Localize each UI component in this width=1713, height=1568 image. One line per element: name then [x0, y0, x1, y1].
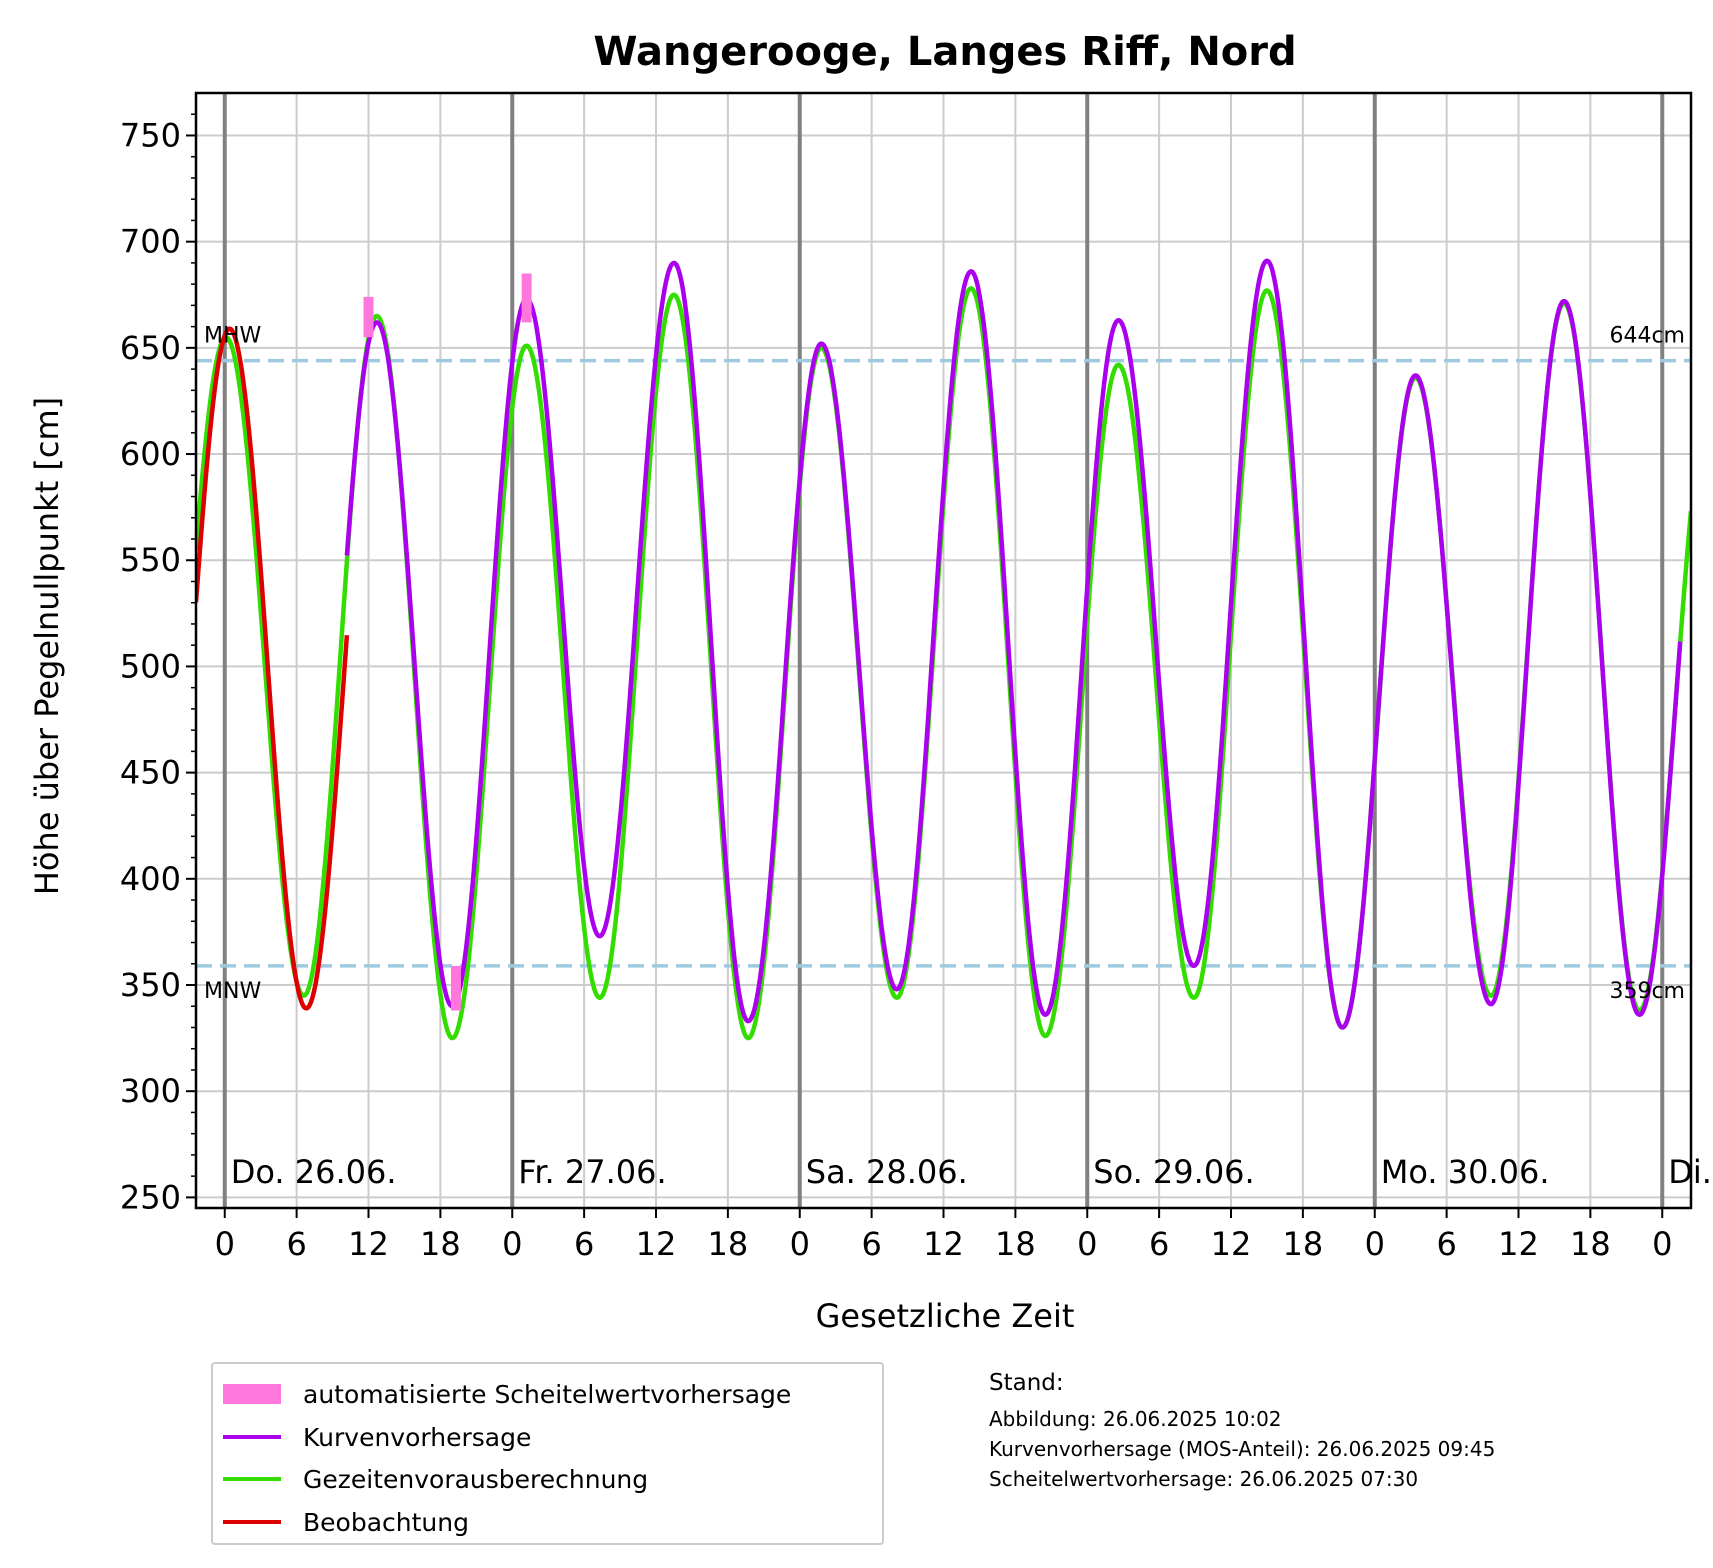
x-tick-label: 12: [348, 1225, 389, 1263]
legend-label-kurve: Kurvenvorhersage: [303, 1422, 532, 1452]
status-heading: Stand:: [989, 1370, 1064, 1396]
legend-item-gezeiten: Gezeitenvorausberechnung: [223, 1459, 648, 1499]
mhw-label: MHW: [204, 324, 262, 349]
x-tick-label: 0: [502, 1225, 522, 1263]
x-tick-label: 12: [1211, 1225, 1252, 1263]
x-tick-label: 12: [636, 1225, 677, 1263]
x-tick-label: 0: [1077, 1225, 1097, 1263]
legend: automatisierte Scheitelwertvorhersage Ku…: [211, 1362, 884, 1545]
status-line-kurvenvorhersage: Kurvenvorhersage (MOS-Anteil): 26.06.202…: [989, 1437, 1496, 1461]
x-tick-label: 6: [1436, 1225, 1456, 1263]
y-tick-label: 450: [120, 754, 181, 792]
legend-label-beobachtung: Beobachtung: [303, 1507, 469, 1537]
y-tick-label: 700: [120, 223, 181, 261]
y-tick-label: 400: [120, 860, 181, 898]
crest-forecast-mark: [521, 273, 532, 323]
x-tick-label: 6: [1149, 1225, 1169, 1263]
y-tick-label: 600: [120, 435, 181, 473]
crest-forecast-mark: [450, 965, 461, 1011]
x-tick-label: 18: [1570, 1225, 1611, 1263]
crest-forecast-mark: [363, 296, 374, 338]
x-tick-label: 0: [215, 1225, 235, 1263]
status-info: Stand: Abbildung: 26.06.2025 10:02 Kurve…: [989, 1370, 1495, 1494]
y-tick-label: 650: [120, 329, 181, 367]
series-line-kurvenvorhersage: [344, 258, 1683, 1030]
x-tick-label: 6: [574, 1225, 594, 1263]
legend-label-gezeiten: Gezeitenvorausberechnung: [303, 1464, 649, 1494]
legend-item-beobachtung: Beobachtung: [223, 1502, 469, 1542]
status-line-abbildung: Abbildung: 26.06.2025 10:02: [989, 1407, 1282, 1431]
x-tick-label: 18: [420, 1225, 461, 1263]
day-label: Sa. 28.06.: [806, 1153, 968, 1191]
chart-title: Wangerooge, Langes Riff, Nord: [593, 29, 1296, 75]
day-label: Fr. 27.06.: [518, 1153, 666, 1191]
x-tick-label: 18: [1283, 1225, 1324, 1263]
x-tick-label: 18: [708, 1225, 749, 1263]
y-tick-label: 250: [120, 1178, 181, 1216]
x-tick-label: 6: [861, 1225, 881, 1263]
legend-label-crest: automatisierte Scheitelwertvorhersage: [303, 1379, 792, 1409]
x-tick-label: 18: [995, 1225, 1036, 1263]
x-tick-label: 0: [1365, 1225, 1385, 1263]
legend-swatch-beobachtung: [223, 1520, 281, 1524]
x-tick-label: 0: [790, 1225, 810, 1263]
legend-item-crest: automatisierte Scheitelwertvorhersage: [223, 1374, 791, 1414]
x-tick-label: 0: [1652, 1225, 1672, 1263]
y-tick-label: 550: [120, 541, 181, 579]
x-tick-label: 12: [923, 1225, 964, 1263]
mnw-label: MNW: [204, 979, 261, 1004]
mhw-value-label: 644cm: [1609, 324, 1685, 349]
x-tick-label: 6: [286, 1225, 306, 1263]
legend-swatch-crest: [223, 1384, 281, 1404]
mnw-value-label: 359cm: [1609, 979, 1685, 1004]
y-tick-label: 500: [120, 647, 181, 685]
x-axis-label: Gesetzliche Zeit: [816, 1297, 1075, 1335]
series-line-beobachtung: [196, 326, 350, 1011]
status-line-scheitelwert: Scheitelwertvorhersage: 26.06.2025 07:30: [989, 1467, 1419, 1491]
y-tick-label: 750: [120, 116, 181, 154]
series-group: [196, 258, 1691, 1041]
y-tick-label: 350: [120, 966, 181, 1004]
day-label: Mo. 30.06.: [1381, 1153, 1550, 1191]
y-tick-label: 300: [120, 1072, 181, 1110]
x-tick-label: 12: [1498, 1225, 1539, 1263]
day-label: Do. 26.06.: [231, 1153, 397, 1191]
plot-frame: [194, 91, 1693, 1210]
legend-swatch-gezeiten: [223, 1477, 281, 1481]
legend-swatch-kurve: [223, 1435, 281, 1439]
day-label: So. 29.06.: [1093, 1153, 1254, 1191]
y-axis-label: Höhe über Pegelnullpunkt [cm]: [28, 397, 66, 895]
legend-item-kurve: Kurvenvorhersage: [223, 1417, 531, 1457]
